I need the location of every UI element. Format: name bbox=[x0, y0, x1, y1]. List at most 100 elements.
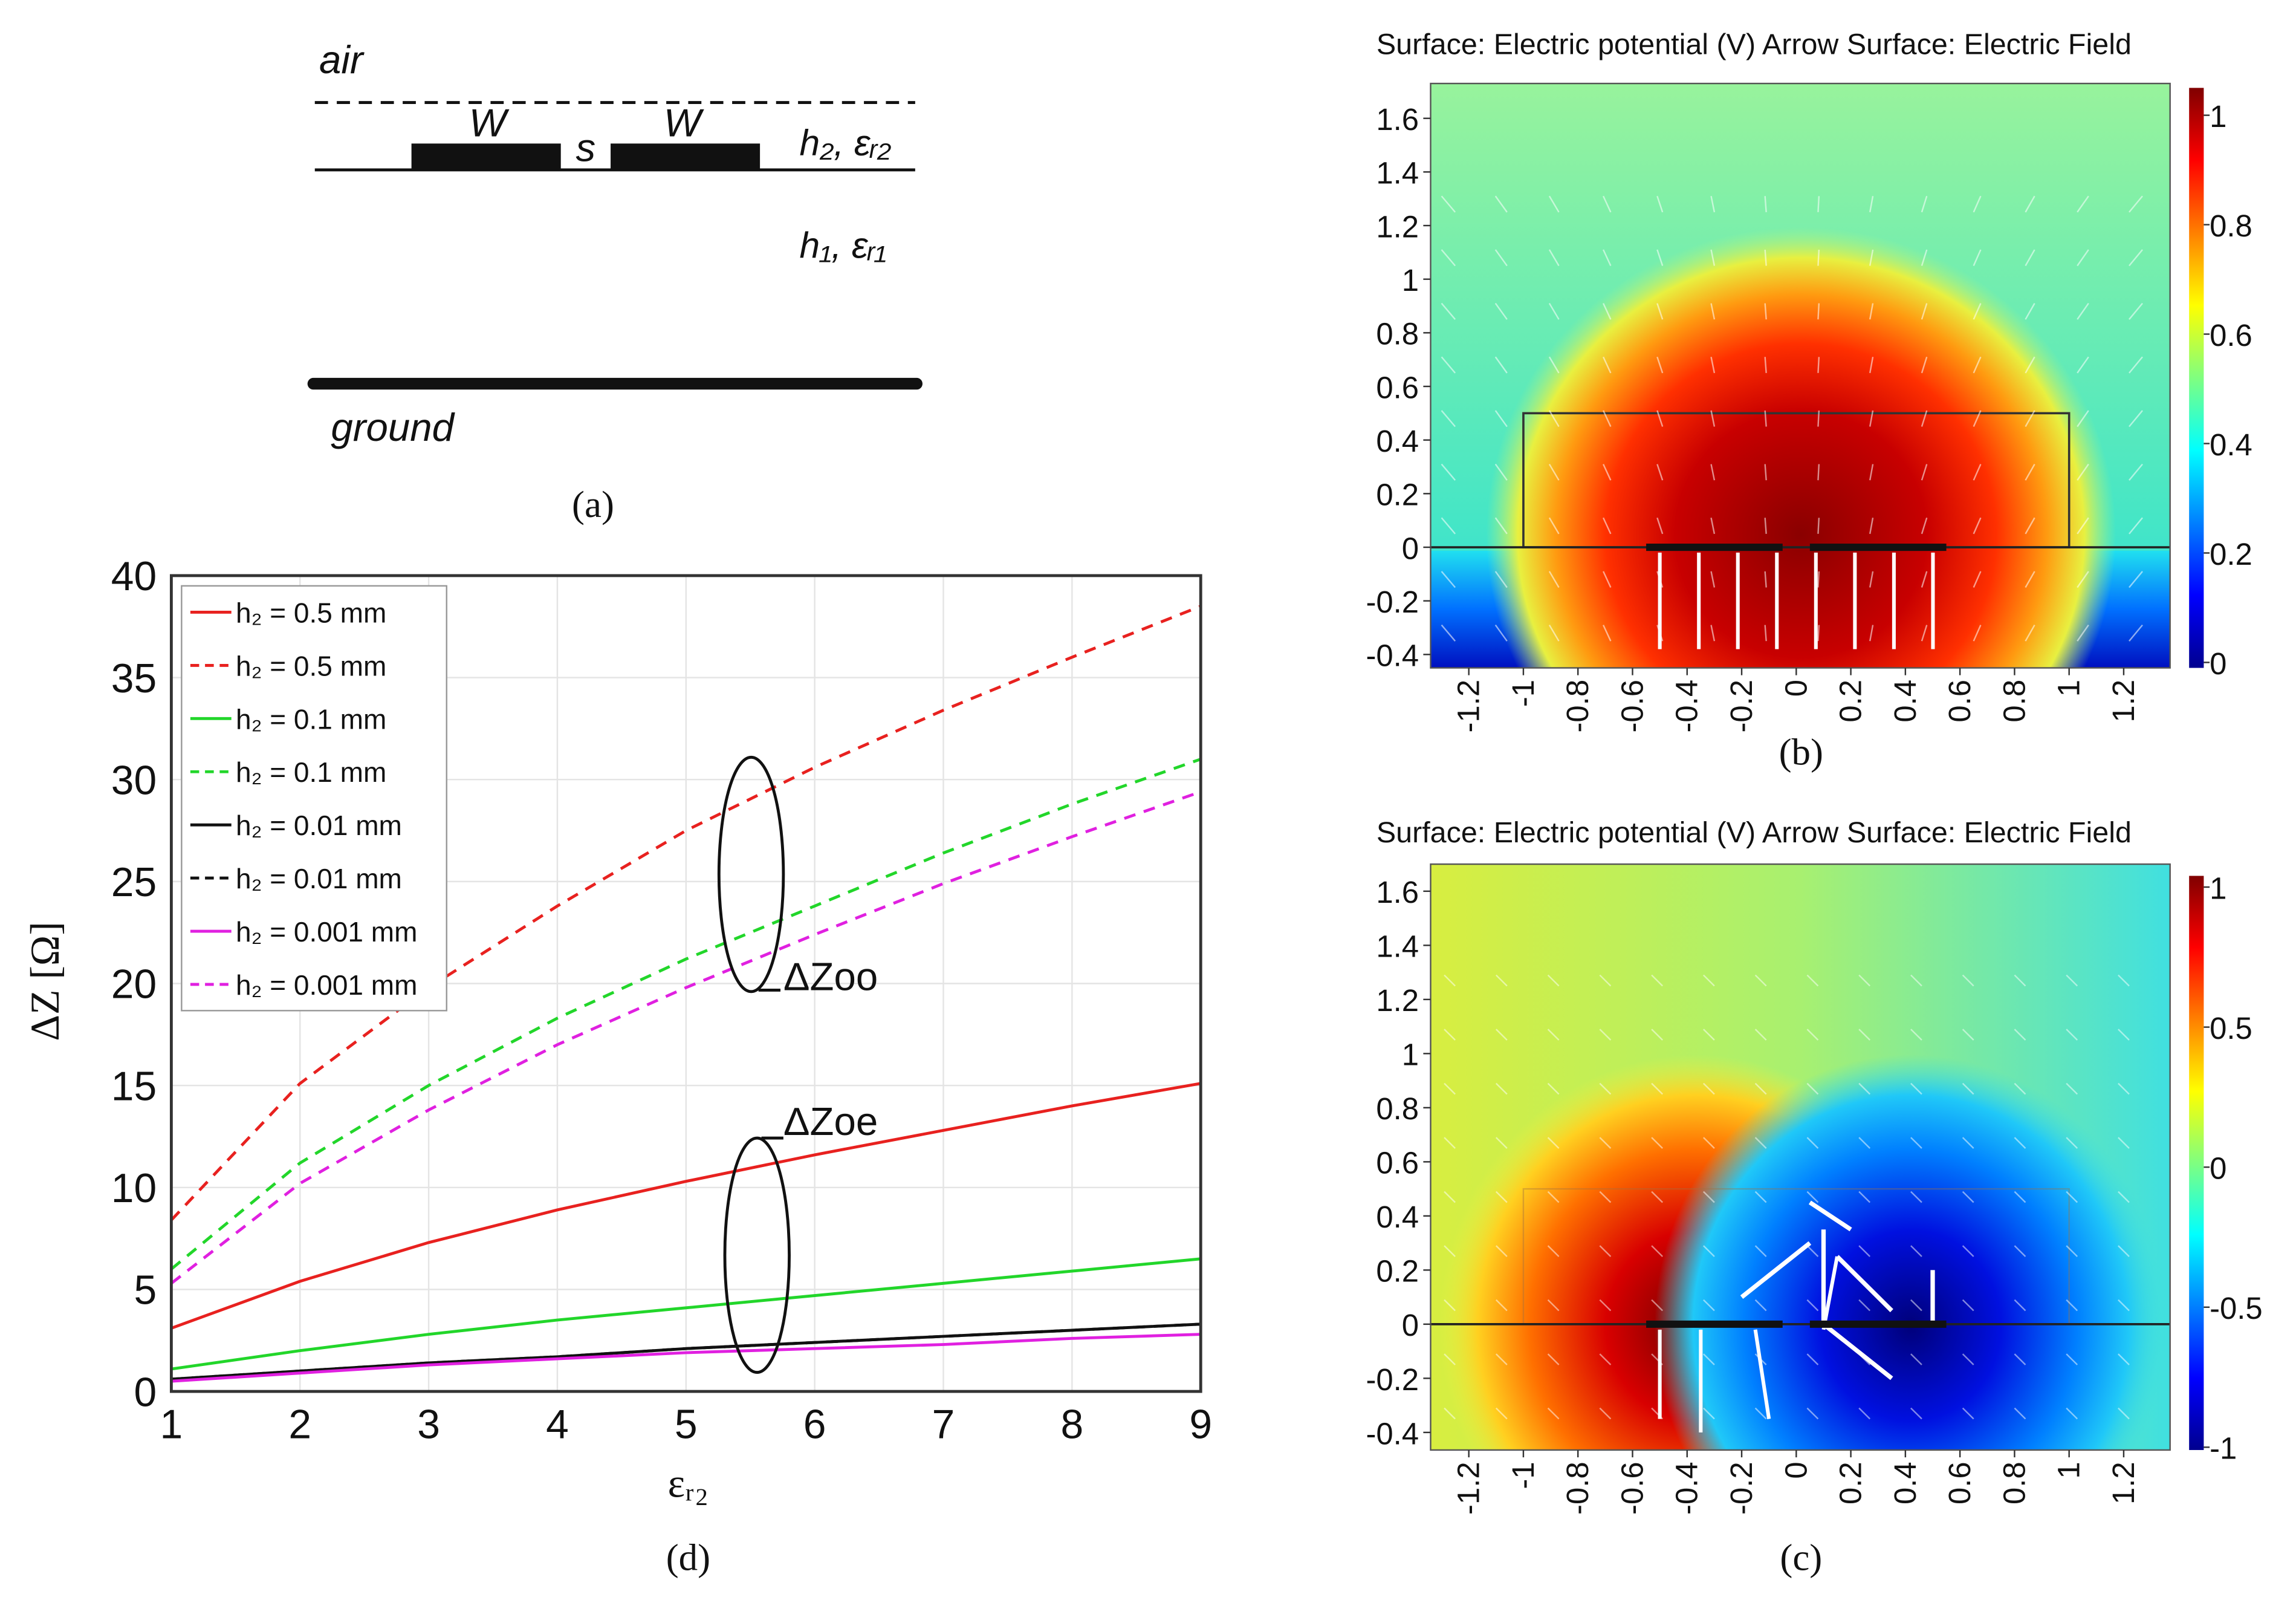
plot-frame bbox=[1430, 863, 2171, 1451]
field-arrow bbox=[1973, 410, 1982, 428]
field-arrow bbox=[1858, 974, 1871, 987]
field-arrow bbox=[2129, 249, 2143, 267]
field-arrow bbox=[1547, 1353, 1560, 1365]
series-line bbox=[171, 1333, 1201, 1383]
label: ground bbox=[331, 405, 455, 449]
y-tick-label: 0.2 bbox=[1376, 1254, 1419, 1289]
colorbar bbox=[2189, 876, 2204, 1450]
field-arrow bbox=[1858, 1299, 1871, 1312]
field-arrow bbox=[2025, 356, 2035, 374]
field-arrow bbox=[1806, 1299, 1819, 1312]
field-arrow bbox=[1806, 1245, 1819, 1257]
y-tick-label: 1.2 bbox=[1376, 983, 1419, 1018]
field-arrow bbox=[2129, 410, 2143, 428]
field-arrow bbox=[2066, 1245, 2078, 1257]
field-arrow bbox=[1702, 1082, 1715, 1095]
field-arrow bbox=[1494, 624, 1508, 642]
field-arrow bbox=[1548, 624, 1560, 642]
x-tick-label: -0.2 bbox=[1724, 1462, 1759, 1515]
field-arrow bbox=[1547, 1245, 1560, 1257]
field-arrow bbox=[2014, 1029, 2026, 1041]
field-arrow bbox=[1910, 1353, 1922, 1365]
group-ellipse bbox=[723, 1136, 791, 1374]
field-arrow bbox=[1495, 1082, 1508, 1095]
field-arrow bbox=[1548, 571, 1560, 588]
field-arrow bbox=[2025, 463, 2035, 481]
field-arrow bbox=[1710, 464, 1716, 481]
field-arrow bbox=[1869, 571, 1874, 588]
field-arrow bbox=[1495, 1299, 1508, 1312]
x-tick-label: 0 bbox=[1779, 1462, 1813, 1478]
field-arrow bbox=[1869, 249, 1874, 266]
field-arrow bbox=[1910, 1191, 1922, 1203]
field-arrow bbox=[1973, 464, 1982, 481]
field-arrow bbox=[2066, 1082, 2078, 1095]
field-arrow bbox=[1973, 195, 1982, 213]
field-arrow bbox=[2066, 1029, 2078, 1041]
y-tick-label: 1 bbox=[1402, 263, 1419, 298]
field-arrow bbox=[1547, 974, 1560, 987]
field-arrow bbox=[1910, 1082, 1922, 1095]
field-arrow bbox=[2014, 1082, 2026, 1095]
field-arrow bbox=[2066, 1407, 2078, 1420]
field-arrow bbox=[2077, 571, 2089, 588]
field-arrow bbox=[1921, 517, 1928, 535]
field-arrow bbox=[2066, 1299, 2078, 1312]
series-line bbox=[171, 1257, 1201, 1371]
colorbar-tick-label: 0 bbox=[2210, 1151, 2226, 1186]
plot-frame bbox=[1430, 82, 2171, 669]
field-arrow bbox=[1710, 303, 1716, 320]
field-arrow bbox=[1962, 1137, 1974, 1149]
field-arrow bbox=[1858, 1137, 1871, 1149]
y-tick-label: 0 bbox=[1402, 1308, 1419, 1342]
x-tick-label: 0.4 bbox=[1888, 680, 1922, 723]
x-tick-label: 0.4 bbox=[1888, 1462, 1922, 1504]
strip bbox=[411, 143, 561, 170]
field-arrow bbox=[1869, 410, 1874, 427]
legend-label: h₂ = 0.5 mm bbox=[236, 597, 386, 628]
annotation: ΔZoo bbox=[783, 954, 878, 998]
x-tick-label: -0.8 bbox=[1560, 1462, 1595, 1515]
y-tick-label: -0.2 bbox=[1366, 585, 1419, 619]
series-line bbox=[170, 790, 1201, 1285]
legend-label: h₂ = 0.01 mm bbox=[236, 810, 402, 841]
x-tick-label: -0.4 bbox=[1670, 1462, 1704, 1515]
field-arrow bbox=[1548, 302, 1560, 320]
field-arrow bbox=[1754, 1299, 1767, 1312]
y-tick-label: 0.6 bbox=[1376, 370, 1419, 405]
field-arrow bbox=[1444, 1299, 1456, 1312]
field-arrow bbox=[1651, 1029, 1663, 1041]
field-arrow bbox=[1702, 1191, 1715, 1203]
field-arrow bbox=[1599, 1407, 1612, 1420]
strip bbox=[611, 143, 760, 170]
field-arrow bbox=[1702, 1137, 1715, 1149]
field-arrow bbox=[2077, 463, 2089, 481]
field-arrow bbox=[2118, 1137, 2130, 1149]
field-arrow bbox=[1651, 1299, 1663, 1312]
x-tick-label: -1 bbox=[1506, 1462, 1540, 1489]
field-arrow bbox=[2118, 1082, 2130, 1095]
field-arrow bbox=[1921, 410, 1928, 427]
field-arrow bbox=[2014, 1191, 2026, 1203]
field-arrow bbox=[1444, 1082, 1456, 1095]
field-arrow bbox=[1710, 249, 1716, 266]
field-arrow bbox=[1869, 464, 1874, 481]
field-arrow bbox=[1702, 974, 1715, 987]
field-arrow bbox=[1656, 517, 1664, 535]
field-arrow bbox=[2025, 571, 2035, 588]
x-tick-label: -0.8 bbox=[1560, 680, 1595, 733]
x-axis-label: εᵣ₂ bbox=[668, 1460, 709, 1506]
field-arrow bbox=[2118, 1029, 2130, 1041]
field-arrow bbox=[1764, 249, 1767, 266]
field-arrow bbox=[1962, 1191, 1974, 1203]
colorbar-tick-label: -0.5 bbox=[2210, 1291, 2263, 1325]
field-arrow bbox=[1806, 1407, 1819, 1420]
field-arrow bbox=[1547, 1082, 1560, 1095]
field-arrow bbox=[2014, 1245, 2026, 1257]
field-arrow bbox=[2118, 1353, 2130, 1365]
x-tick-label: 3 bbox=[417, 1402, 440, 1448]
x-tick-label: 0.8 bbox=[1997, 680, 2031, 723]
field-arrow bbox=[1548, 517, 1560, 535]
field-arrow bbox=[1910, 974, 1922, 987]
field-arrow bbox=[1910, 1245, 1922, 1257]
